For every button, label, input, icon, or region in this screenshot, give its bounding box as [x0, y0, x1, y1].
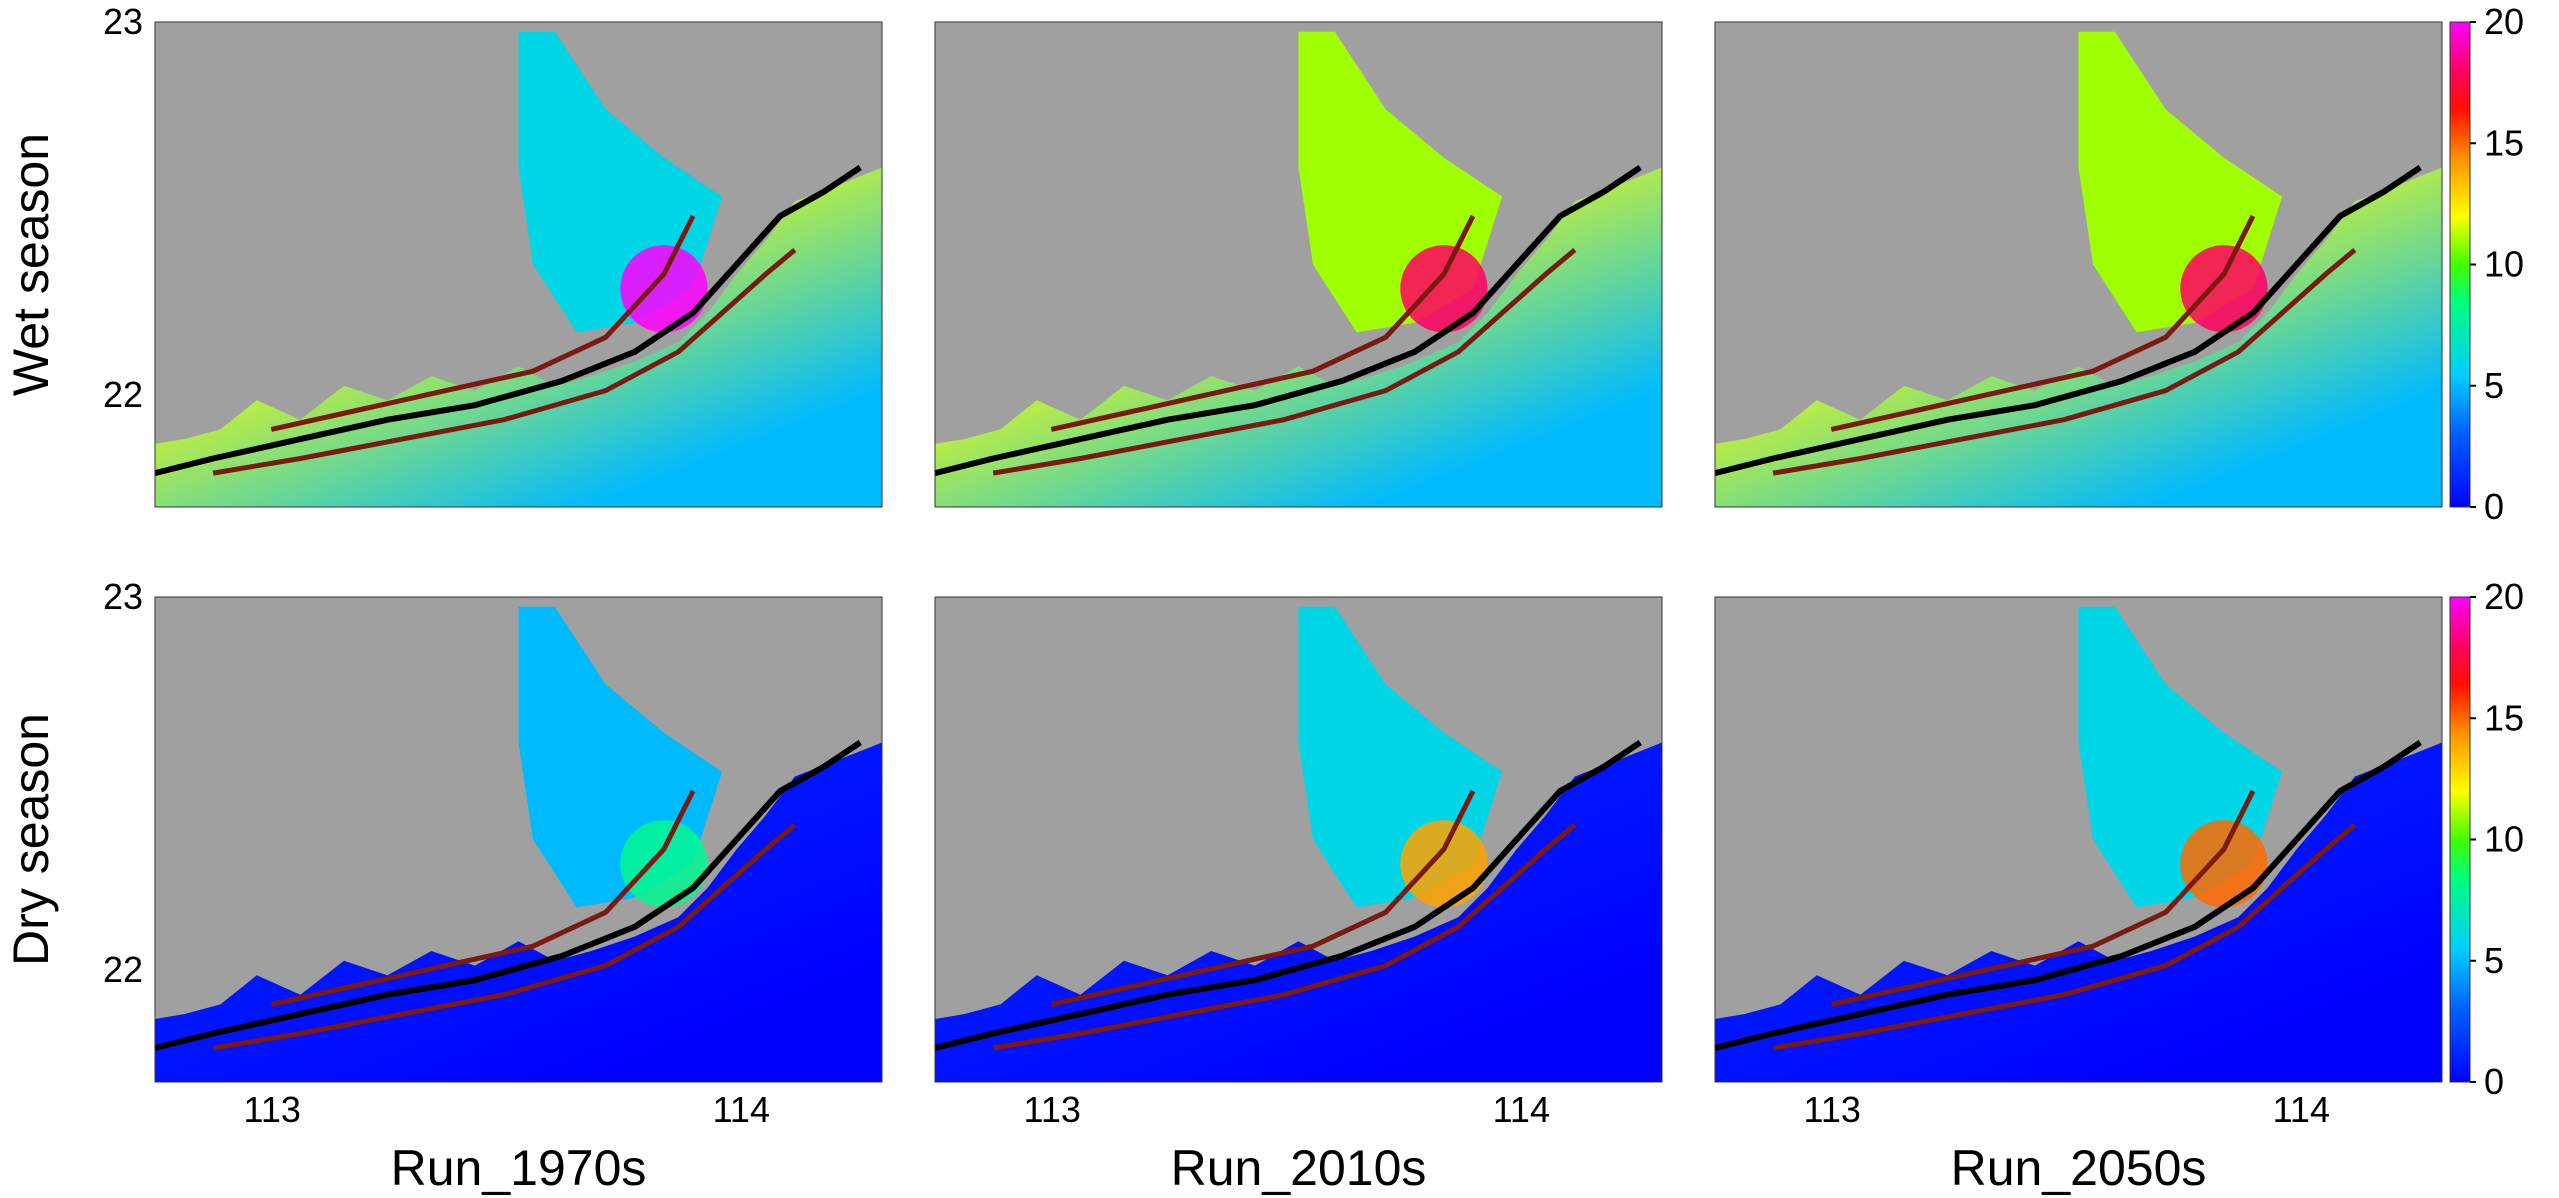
contour-line [992, 823, 1577, 1051]
column-title: Run_2050s [1951, 1140, 2207, 1196]
colorbar-tick-label: 10 [2484, 819, 2524, 860]
coastline [154, 740, 862, 1051]
y-tick-label: 22 [103, 949, 143, 990]
land-mask [935, 597, 1662, 1019]
contour-line [270, 214, 696, 432]
x-tick-label: 114 [713, 1089, 770, 1130]
colorbar-tick-label: 0 [2484, 486, 2504, 527]
colorbar-tick-label: 5 [2484, 940, 2504, 981]
coastline [934, 165, 1642, 477]
land-mask [1715, 22, 2442, 444]
colorbar-wet: 0 5 10 15 20 [2449, 1, 2524, 527]
coastline [154, 165, 862, 477]
colorbar-dry: 0 5 10 15 20 [2449, 576, 2524, 1102]
contour-line [1772, 247, 2357, 476]
colorbar-tick-label: 20 [2484, 576, 2524, 617]
hotspot [620, 820, 708, 908]
labels-layer: 22 23 22 23 113 114 Run_1970s 113 114 Run_2010s 11… [3, 1, 2524, 1196]
row-label: Wet season [3, 133, 59, 396]
contour-line [1050, 214, 1476, 432]
colorbar-bar [2449, 596, 2471, 1083]
x-tick-label: 113 [1024, 1089, 1081, 1130]
colorbar-tick-label: 20 [2484, 1, 2524, 42]
coastline [1714, 740, 2422, 1051]
contour-line [212, 247, 797, 476]
contour-line [1772, 823, 2357, 1051]
y-tick-label: 23 [103, 576, 143, 617]
coastline [934, 740, 1642, 1051]
x-tick-label: 114 [2273, 1089, 2330, 1130]
y-tick-label: 22 [103, 374, 143, 415]
panel-frame [1714, 21, 2443, 508]
panel-frame [934, 596, 1663, 1083]
column-title: Run_1970s [391, 1140, 647, 1196]
land-mask [1715, 597, 2442, 1019]
panel-wet-2010s [934, 21, 1663, 508]
contour-line [212, 823, 797, 1051]
hotspot [620, 245, 708, 333]
contour-line [992, 247, 1577, 476]
hotspot [2180, 245, 2268, 333]
contour-line [1830, 789, 2256, 1007]
panel-dry-2010s [934, 596, 1663, 1083]
colorbar-bar [2449, 21, 2471, 508]
hotspot [1400, 245, 1488, 333]
x-tick-label: 113 [244, 1089, 301, 1130]
panel-wet-1970s [154, 21, 883, 508]
colorbar-tick-label: 5 [2484, 365, 2504, 406]
panel-dry-2050s [1714, 596, 2443, 1083]
hotspot [2180, 820, 2268, 908]
contour-line [1050, 789, 1476, 1007]
contour-line [1830, 214, 2256, 432]
x-tick-label: 113 [1804, 1089, 1861, 1130]
land-mask [155, 597, 882, 1019]
land-mask [155, 22, 882, 444]
panel-frame [154, 596, 883, 1083]
panel-dry-1970s [154, 596, 883, 1083]
colorbar-tick-label: 15 [2484, 122, 2524, 163]
panel-frame [1714, 596, 2443, 1083]
colorbar-tick-label: 15 [2484, 697, 2524, 738]
panel-wet-2050s [1714, 21, 2443, 508]
panel-frame [934, 21, 1663, 508]
contour-line [270, 789, 696, 1007]
column-title: Run_2010s [1171, 1140, 1427, 1196]
row-label: Dry season [3, 713, 59, 966]
colorbar-tick-label: 10 [2484, 244, 2524, 285]
y-tick-label: 23 [103, 1, 143, 42]
panel-frame [154, 21, 883, 508]
land-mask [935, 22, 1662, 444]
x-tick-label: 114 [1493, 1089, 1550, 1130]
hotspot [1400, 820, 1488, 908]
coastline [1714, 165, 2422, 477]
panels-layer [154, 21, 2443, 1083]
colorbar-tick-label: 0 [2484, 1061, 2504, 1102]
